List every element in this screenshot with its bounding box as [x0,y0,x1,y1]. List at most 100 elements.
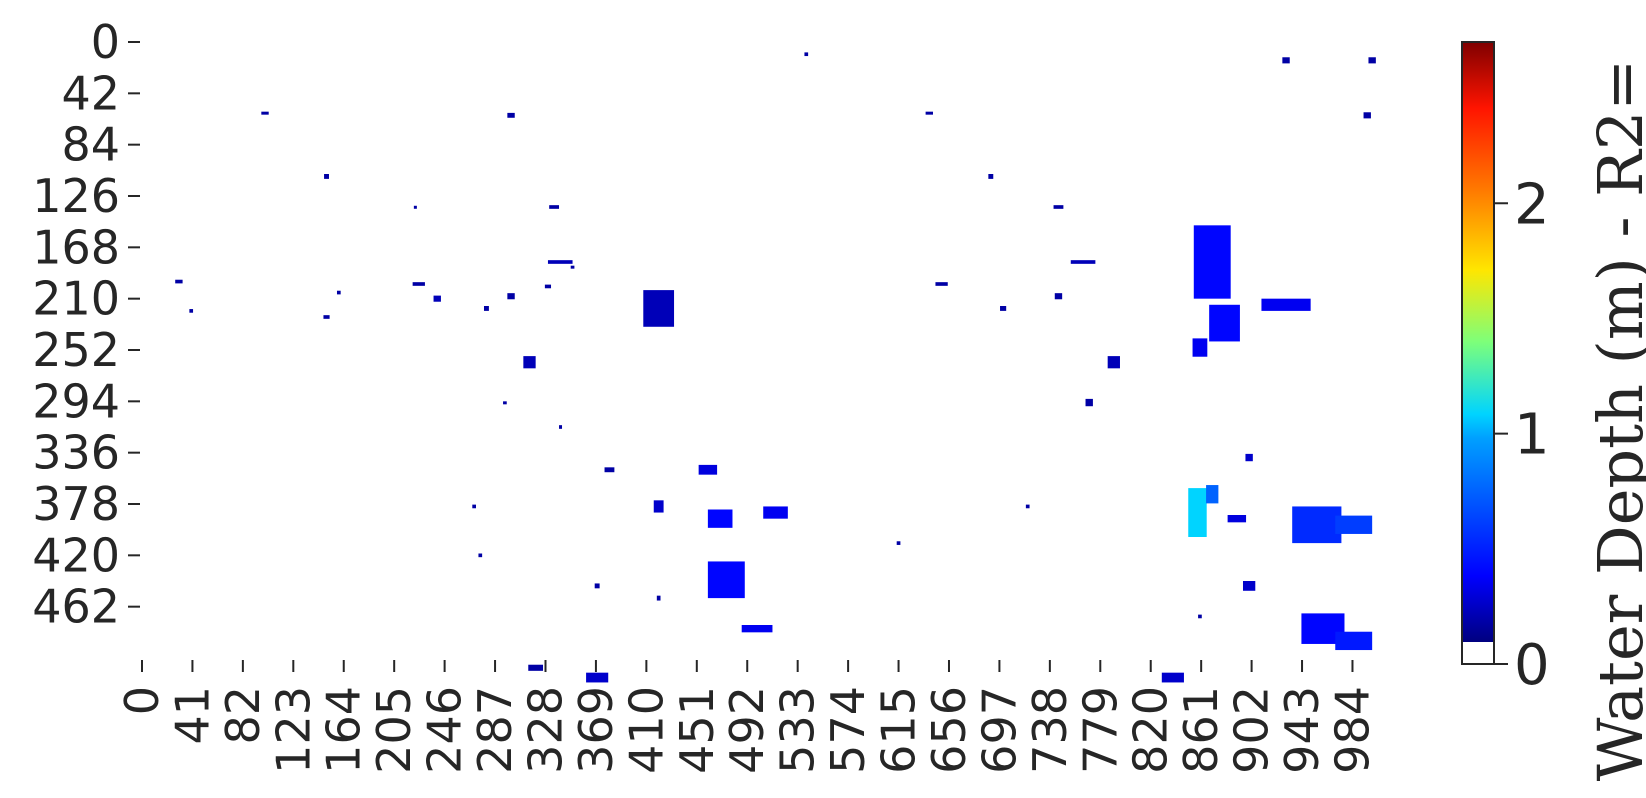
x-tick-label: 738 [1023,686,1077,774]
heatmap-cell [804,52,809,57]
y-tick-label: 420 [32,528,120,582]
heatmap-cell [707,561,745,599]
colorbar-tick-label: 2 [1514,172,1550,237]
heatmap-cell [1227,515,1247,523]
heatmap-cell [1053,205,1064,209]
y-tick-label: 378 [32,477,120,531]
heatmap-cell [763,506,788,519]
heatmap-cell [1000,306,1007,311]
heatmap-cell [507,293,515,300]
colorbar-frame [1461,41,1495,665]
heatmap-cell [483,306,489,311]
heatmap-cell [925,111,933,115]
heatmap-cell [1242,581,1256,591]
heatmap-cell [1363,112,1371,119]
y-tick-label: 462 [32,580,120,634]
y-tick-label: 84 [61,118,120,172]
heatmap-cell [1206,485,1219,504]
heatmap-cell [523,356,536,369]
heatmap-cell [741,625,773,633]
heatmap-cell [549,205,560,209]
heatmap-cell [1245,453,1253,462]
heatmap-cell [1025,504,1030,509]
heatmap-cell [896,541,901,545]
heatmap-cell [323,315,330,319]
x-tick-label: 779 [1073,686,1127,774]
heatmap-cell [935,282,948,286]
heatmap-cell [643,290,675,327]
heatmap-cell [1085,398,1093,407]
heatmap-cell [478,553,483,558]
x-tick-label: 943 [1275,686,1329,774]
x-tick-label: 164 [317,686,371,774]
x-tick-label: 492 [720,686,774,774]
heatmap-cell [544,284,552,289]
x-tick-label: 861 [1174,686,1228,774]
x-tick-label: 533 [771,686,825,774]
heatmap-cell [412,282,425,286]
x-tick-label: 246 [418,686,472,774]
heatmap-cell [656,595,661,601]
heatmap-cell [586,672,609,683]
heatmap-cell [1193,225,1231,299]
colorbar-label: Water Depth (m) - R2= [1584,59,1646,782]
colorbar: 0 1 2 Water Depth (m) - R2= [1461,41,1646,782]
heatmap-cell [1198,614,1202,619]
y-tick-label: 210 [32,272,120,326]
heatmap-cell [528,664,544,671]
heatmap-cell [189,309,194,313]
x-tick-label: 820 [1124,686,1178,774]
y-tick-label: 0 [91,15,120,69]
heatmap-cell [988,174,994,179]
heatmap-cell [1368,57,1376,64]
colorbar-gradient [1462,42,1494,642]
colorbar-tick-label: 0 [1514,633,1550,698]
heatmap-cell [1209,304,1240,342]
x-tick-label: 574 [821,686,875,774]
y-tick-label: 252 [32,323,120,377]
colorbar-under [1462,642,1494,664]
heatmap-cell [698,464,718,475]
heatmap-cell [261,111,269,115]
colorbar-ticks: 0 1 2 [1494,172,1550,698]
x-tick-label: 615 [872,686,926,774]
x-tick-label: 328 [518,686,572,774]
x-axis: 0418212316420524628732836941045149253357… [115,660,1379,774]
x-tick-label: 451 [670,686,724,774]
y-tick-label: 294 [32,374,120,428]
heatmap-cell [175,279,183,284]
x-tick-label: 656 [922,686,976,774]
heatmap-cell [336,290,341,295]
x-tick-label: 369 [569,686,623,774]
heatmap-cell [324,174,329,179]
heatmap-cell [1292,506,1342,544]
x-tick-label: 410 [619,686,673,774]
heatmap-cell [1261,298,1311,311]
heatmap-cell [503,401,507,405]
x-tick-label: 902 [1225,686,1279,774]
y-tick-label: 126 [32,169,120,223]
heatmap-cell [1188,488,1207,537]
heatmap-cell [1282,57,1290,64]
heatmap-cell [1335,631,1373,651]
heatmap-cell [604,467,615,473]
heatmap-cell [1070,260,1096,264]
x-tick-label: 82 [216,686,270,745]
x-tick-label: 123 [266,686,320,774]
y-tick-label: 336 [32,426,120,480]
heatmap-cell [433,295,441,302]
heatmap-cell [707,509,733,528]
heatmap-cell [507,112,515,118]
plot-area [142,42,1382,658]
colorbar-tick-label: 1 [1514,403,1550,468]
y-tick-label: 168 [32,220,120,274]
y-tick-label: 42 [61,66,120,120]
heatmap-cell [1161,672,1184,683]
x-tick-label: 41 [165,686,219,745]
x-tick-label: 0 [115,686,169,715]
heatmap-cell [1192,338,1208,357]
x-tick-label: 984 [1325,686,1379,774]
heatmap-cell [653,500,664,513]
